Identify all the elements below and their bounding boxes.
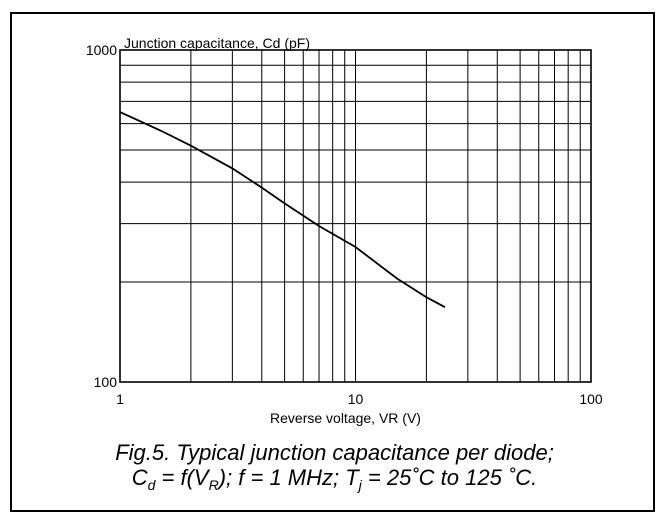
chart-series	[119, 111, 446, 308]
x-axis-label: Reverse voltage, VR (V)	[270, 410, 421, 426]
x-tick-label: 100	[579, 391, 603, 407]
y-tick-labels: 100 1000	[86, 42, 117, 390]
chart-grid	[119, 49, 592, 383]
caption-tj-sub: j	[358, 477, 362, 493]
capacitance-curve	[119, 111, 446, 308]
capacitance-chart: Junction capacitance, Cd (pF) Reverse vo…	[86, 35, 603, 426]
caption-f-vr: = f(V	[155, 465, 209, 490]
y-tick-label: 1000	[86, 42, 117, 58]
caption-cd: C	[131, 465, 148, 490]
caption-vr-sub: R	[208, 477, 219, 493]
caption-freq-tj: ); f = 1 MHz; T	[218, 465, 359, 490]
figure-caption-line2: Cd = f(VR); f = 1 MHz; Tj = 25˚C to 125 …	[0, 465, 669, 493]
x-tick-labels: 1 10 100	[116, 391, 603, 407]
plot-border	[119, 49, 592, 383]
x-tick-label: 1	[116, 391, 124, 407]
caption-temp-range: = 25˚C to 125 ˚C.	[361, 465, 538, 490]
caption-cd-sub: d	[147, 477, 156, 493]
y-tick-label: 100	[94, 374, 118, 390]
x-tick-label: 10	[348, 391, 364, 407]
figure-caption-line1: Fig.5. Typical junction capacitance per …	[115, 440, 554, 465]
y-axis-label: Junction capacitance, Cd (pF)	[124, 35, 310, 51]
